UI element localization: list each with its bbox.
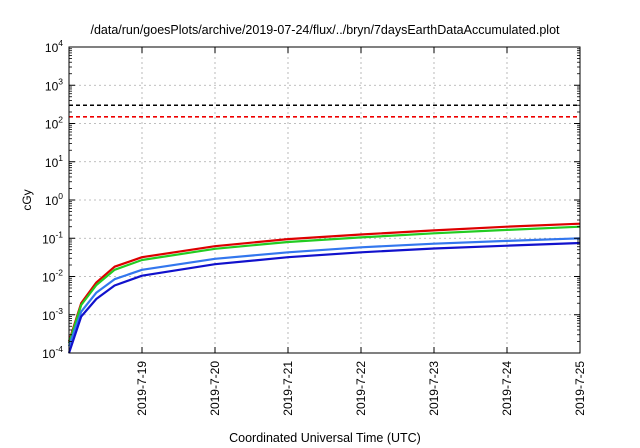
- y-tick-exponent: -1: [55, 229, 63, 239]
- y-tick-base: 10: [45, 156, 59, 170]
- x-tick-label: 2019-7-23: [427, 361, 441, 416]
- y-tick-base: 10: [42, 271, 56, 285]
- y-tick-label: 103: [45, 76, 63, 93]
- y-tick-exponent: 1: [58, 153, 63, 163]
- x-tick-label: 2019-7-20: [208, 361, 222, 416]
- y-tick-label: 104: [45, 38, 63, 55]
- y-tick-label: 100: [45, 191, 63, 208]
- y-tick-label: 10-3: [42, 306, 63, 323]
- x-tick-label: 2019-7-21: [281, 361, 295, 416]
- y-tick-base: 10: [42, 232, 56, 246]
- y-tick-label: 10-1: [42, 229, 63, 246]
- y-tick-base: 10: [45, 194, 59, 208]
- y-tick-label: 102: [45, 115, 63, 132]
- series-line: [67, 241, 581, 354]
- y-tick-base: 10: [45, 118, 59, 132]
- series-line: [67, 222, 581, 342]
- series-lines: [67, 222, 581, 354]
- y-tick-base: 10: [45, 41, 59, 55]
- y-tick-label: 10-4: [42, 344, 63, 361]
- y-tick-label: 10-2: [42, 268, 63, 285]
- x-tick-label: 2019-7-25: [573, 361, 587, 416]
- grid-lines: [69, 47, 580, 353]
- y-tick-exponent: -4: [55, 344, 63, 354]
- y-tick-label: 101: [45, 153, 63, 170]
- y-tick-base: 10: [45, 79, 59, 93]
- x-tick-label: 2019-7-19: [135, 361, 149, 416]
- chart-title: /data/run/goesPlots/archive/2019-07-24/f…: [90, 23, 560, 37]
- y-tick-base: 10: [42, 309, 56, 323]
- series-line: [67, 237, 581, 347]
- y-tick-exponent: 3: [58, 76, 63, 86]
- y-tick-exponent: 4: [58, 38, 63, 48]
- x-tick-label: 2019-7-22: [354, 361, 368, 416]
- y-tick-exponent: 0: [58, 191, 63, 201]
- series-line: [67, 225, 581, 344]
- threshold-lines: [69, 104, 580, 118]
- y-tick-base: 10: [42, 347, 56, 361]
- x-tick-label: 2019-7-24: [500, 361, 514, 416]
- x-axis-label: Coordinated Universal Time (UTC): [229, 431, 421, 445]
- y-tick-exponent: 2: [58, 115, 63, 125]
- y-axis-label: cGy: [20, 189, 34, 210]
- y-tick-exponent: -3: [55, 306, 63, 316]
- axis-ticks: 10-410-310-210-11001011021031042019-7-19…: [42, 38, 587, 416]
- y-tick-exponent: -2: [55, 268, 63, 278]
